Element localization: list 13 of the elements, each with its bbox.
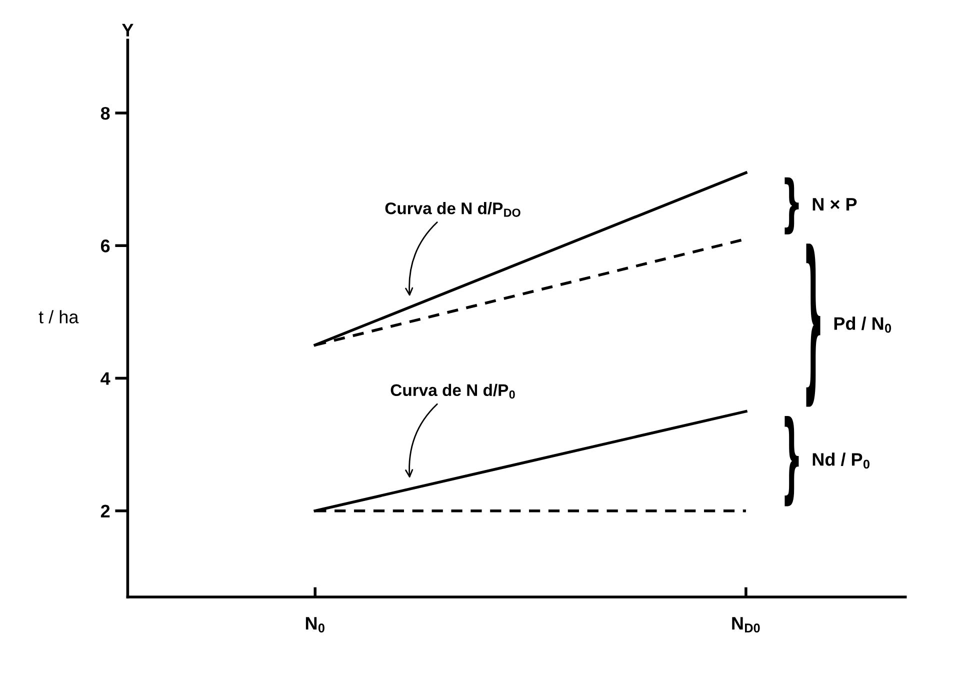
text: Y [122,24,134,36]
x-tick-label: N$_{D0}$ [732,617,760,632]
y-tick-label: 8 [100,106,110,120]
y-axis-title: t / ha [38,310,79,324]
y-tick-label: 2 [100,504,110,518]
annotation: Curva de N d/P$_{0}$ [390,384,515,399]
annotation: Curva de N d/P$_{DO}$ [385,202,520,217]
x-tick-label: N$_{0}$ [306,617,324,632]
annotation: N × P [812,198,857,211]
y-tick-label: 4 [100,372,110,385]
annotation: Pd / N$_{0}$ [834,316,892,333]
y-tick-label: 6 [100,240,110,252]
annotation: Nd / P$_{0}$ [812,452,870,469]
